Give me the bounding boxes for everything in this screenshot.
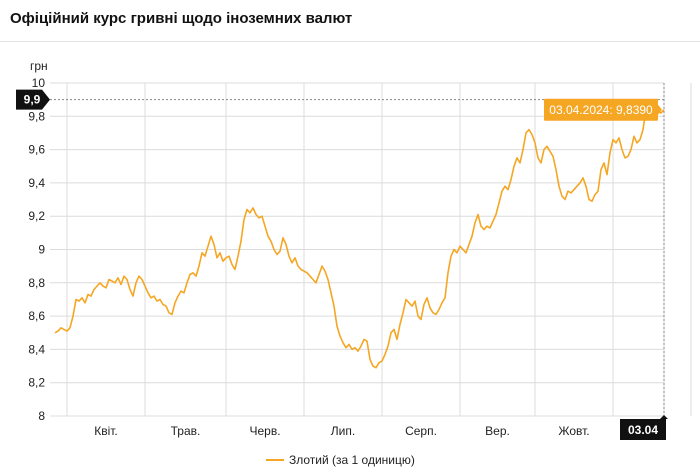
y-tick-label: 8,8 [28, 276, 45, 290]
y-tick-label: 8 [38, 409, 45, 423]
tooltip-text: 03.04.2024: 9,8390 [549, 103, 653, 117]
y-tick-label: 9,2 [28, 209, 45, 223]
page-title: Офіційний курс гривні щодо іноземних вал… [10, 10, 353, 27]
x-tick-label: Жовт. [558, 424, 589, 438]
crosshair-x-label: 03.04 [628, 423, 658, 437]
x-tick-label: Черв. [249, 424, 280, 438]
chart-axes: 10 9,8 9,6 9,4 9,2 9 8,8 8,6 8,4 8,2 8 Квіт. Трав. Че… [28, 76, 666, 438]
crosshair-x-badge [620, 415, 668, 440]
crosshair-y-label: 9,9 [24, 93, 41, 107]
tooltip-box [544, 98, 658, 121]
y-tick-label: 8,4 [28, 342, 45, 356]
chart-legend[interactable]: Злотий (за 1 одиницю) [266, 453, 415, 467]
crosshair-y-badge [16, 89, 50, 110]
y-tick-label: 9,6 [28, 143, 45, 157]
crosshair: 9,9 03.04 03.04.2024: 9,8390 [16, 83, 668, 440]
header-bar: Офіційний курс гривні щодо іноземних вал… [0, 0, 700, 42]
legend-label[interactable]: Злотий (за 1 одиницю) [289, 453, 415, 467]
y-tick-label: 8,2 [28, 376, 45, 390]
y-tick-label: 8,6 [28, 309, 45, 323]
y-axis-label: грн [30, 59, 48, 73]
chart-series[interactable] [54, 108, 665, 369]
y-tick-label: 10 [32, 76, 46, 90]
x-tick-label: Серп. [405, 424, 437, 438]
y-tick-label: 9,8 [28, 109, 45, 123]
y-tick-label: 9 [38, 243, 45, 257]
tooltip-pointer [658, 104, 662, 115]
y-tick-label: 9,4 [28, 176, 45, 190]
x-tick-label: Трав. [171, 424, 201, 438]
series-line-zloty[interactable] [54, 108, 665, 369]
chart-grid [50, 82, 692, 417]
x-tick-label: Лип. [331, 424, 355, 438]
x-tick-label: Квіт. [94, 424, 118, 438]
x-tick-label: Вер. [485, 424, 510, 438]
